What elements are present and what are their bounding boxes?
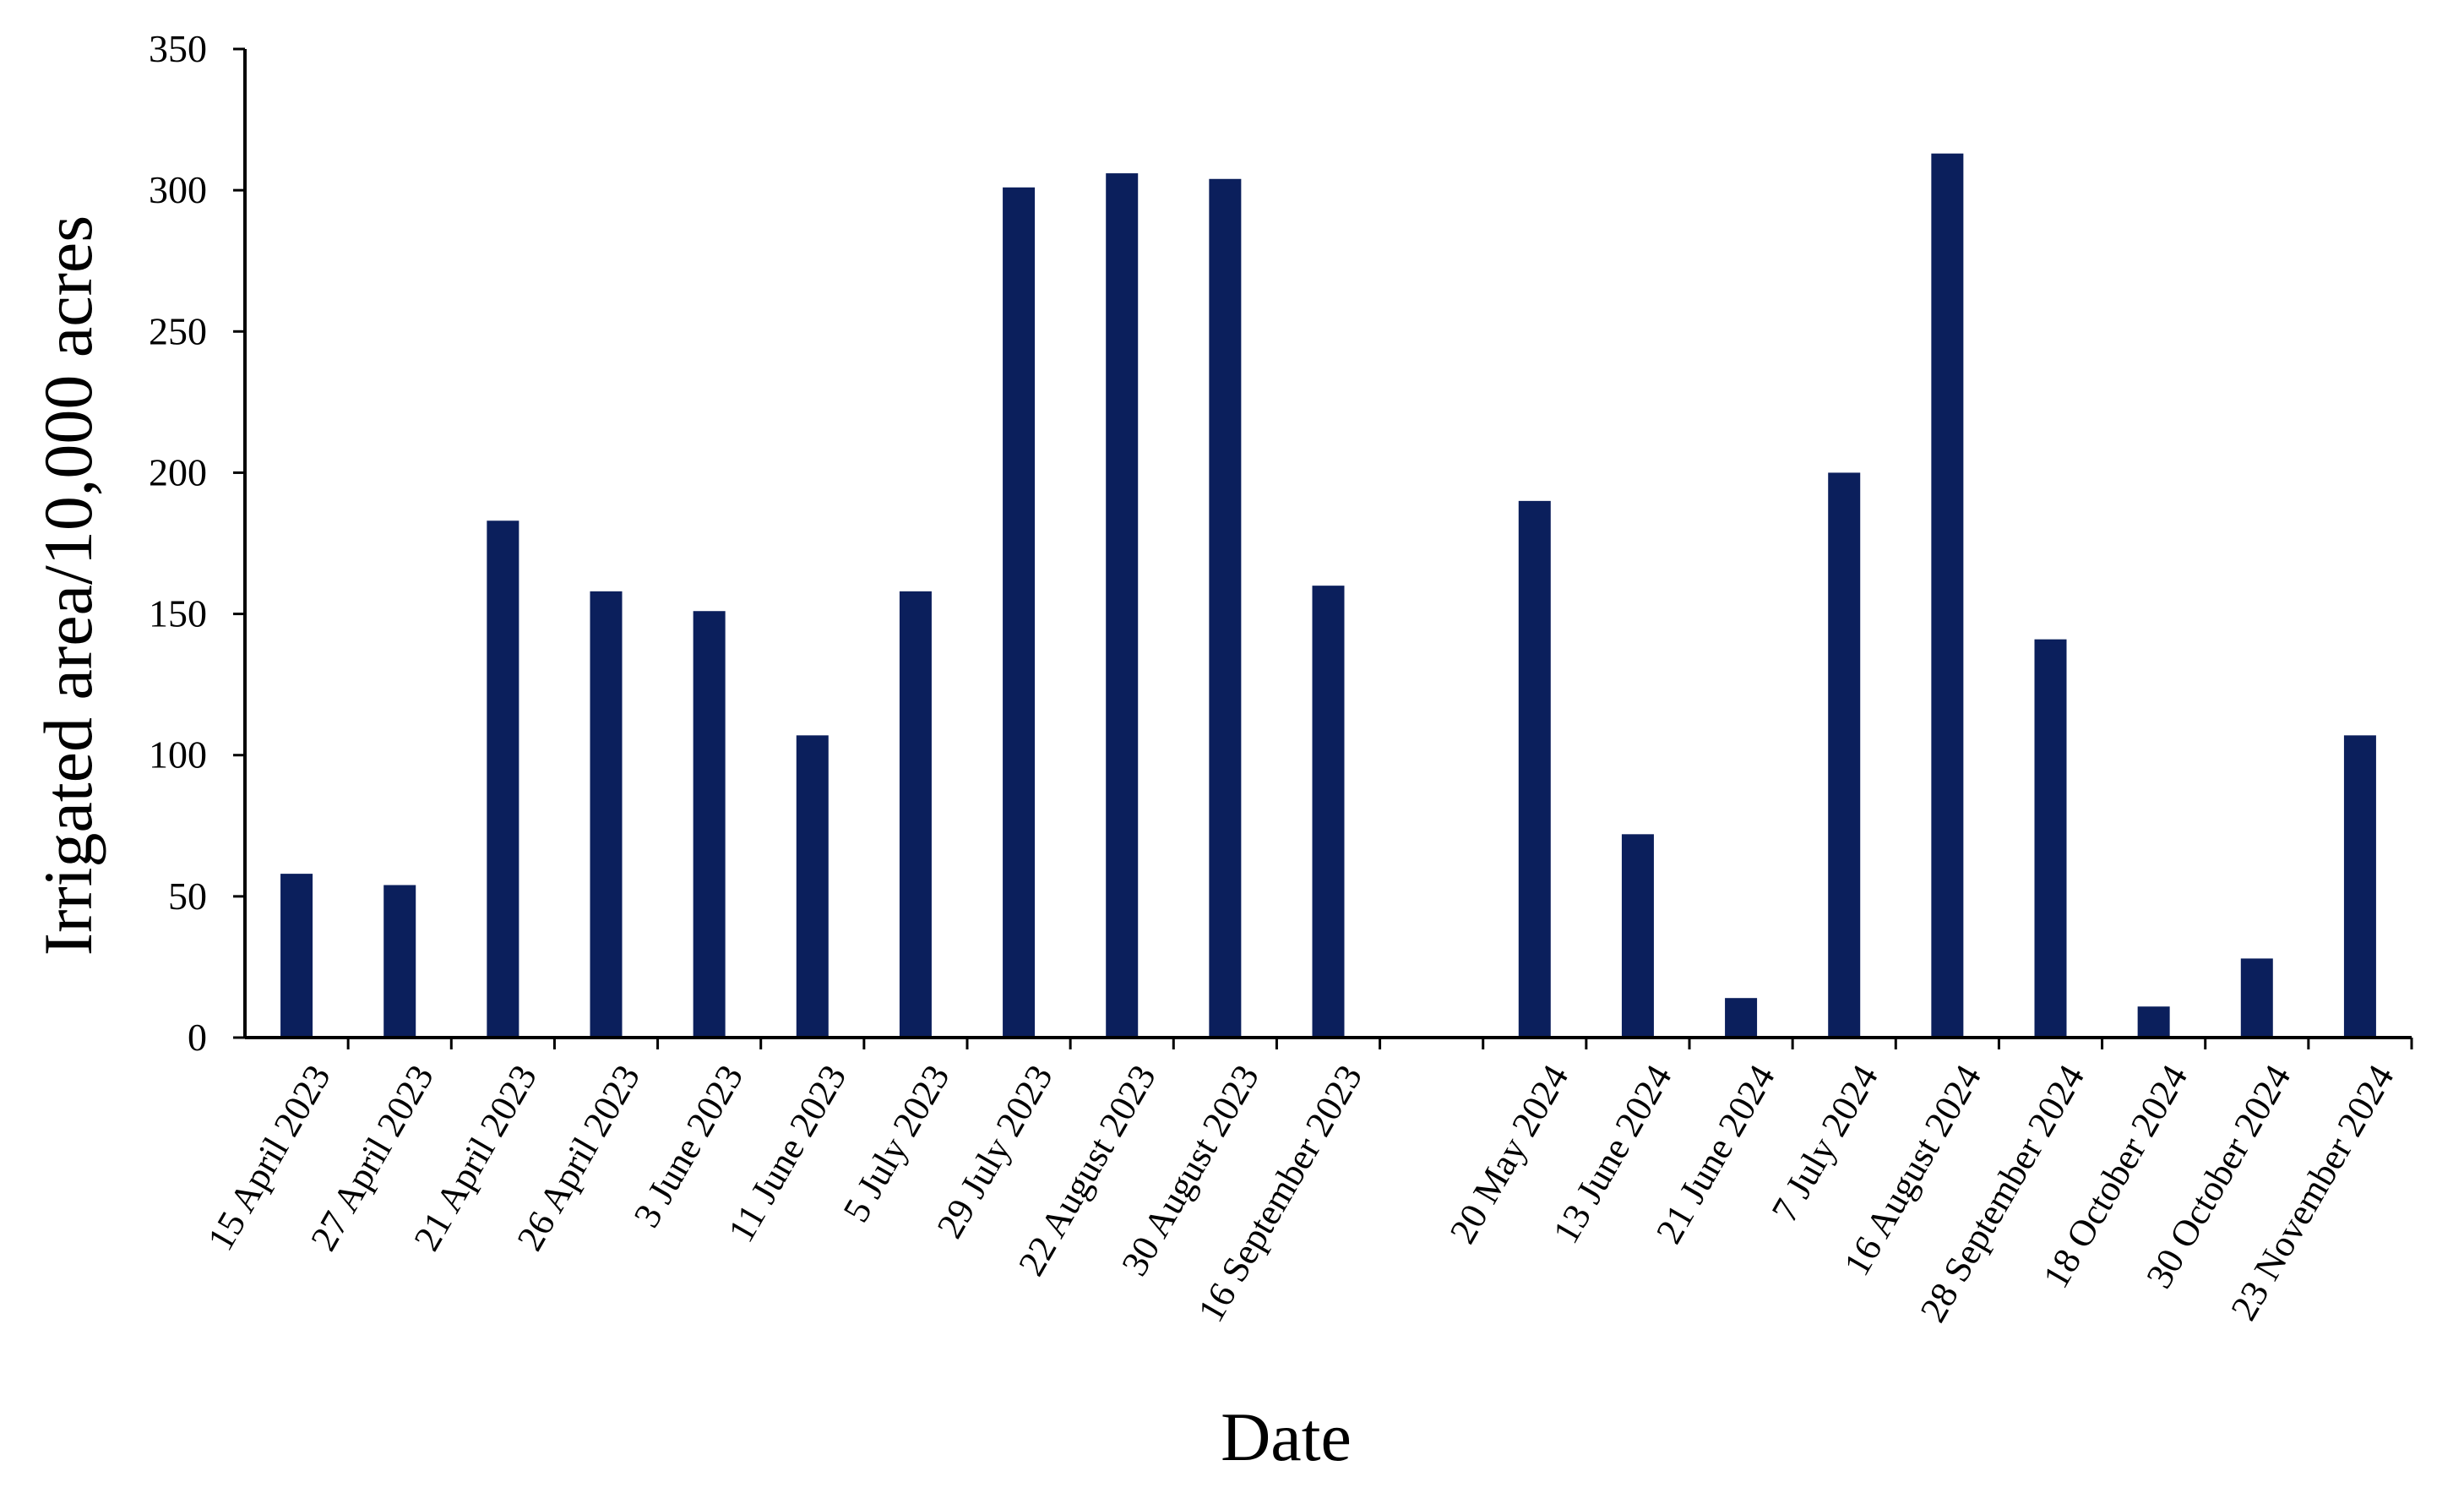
bar — [2137, 1006, 2170, 1038]
bar — [2240, 958, 2273, 1038]
bar — [1312, 586, 1345, 1038]
x-axis-title: Date — [1221, 1398, 1352, 1475]
x-tick-label: 5 July 2023 — [835, 1058, 957, 1229]
x-tick-label: 7 July 2024 — [1764, 1058, 1886, 1229]
bar — [280, 874, 313, 1038]
bar — [1931, 153, 1964, 1038]
y-tick-label: 350 — [149, 27, 207, 70]
y-axis-ticks: 0 50 100 150 200 250 300 350 — [149, 27, 245, 1059]
bar — [1725, 998, 1758, 1038]
bar — [1003, 187, 1036, 1038]
bar — [2343, 735, 2376, 1038]
y-tick-label: 50 — [168, 875, 207, 918]
bar — [1828, 472, 1861, 1038]
bar — [1209, 178, 1242, 1038]
y-tick-label: 150 — [149, 592, 207, 635]
bar — [590, 591, 623, 1038]
y-tick-label: 100 — [149, 733, 207, 777]
y-tick-label: 200 — [149, 450, 207, 493]
bar — [487, 520, 519, 1038]
y-axis-title: Irrigated area/10,000 acres — [30, 215, 106, 956]
y-tick-label: 0 — [188, 1016, 207, 1059]
bar — [1106, 173, 1139, 1038]
y-tick-label: 250 — [149, 309, 207, 352]
bar — [2034, 639, 2067, 1038]
bar — [383, 885, 416, 1038]
bars-group — [280, 153, 2376, 1038]
bar — [1621, 834, 1654, 1038]
y-tick-label: 300 — [149, 168, 207, 211]
bar — [899, 591, 932, 1038]
bar — [1518, 500, 1551, 1038]
bar — [796, 735, 829, 1038]
bar — [693, 611, 726, 1038]
